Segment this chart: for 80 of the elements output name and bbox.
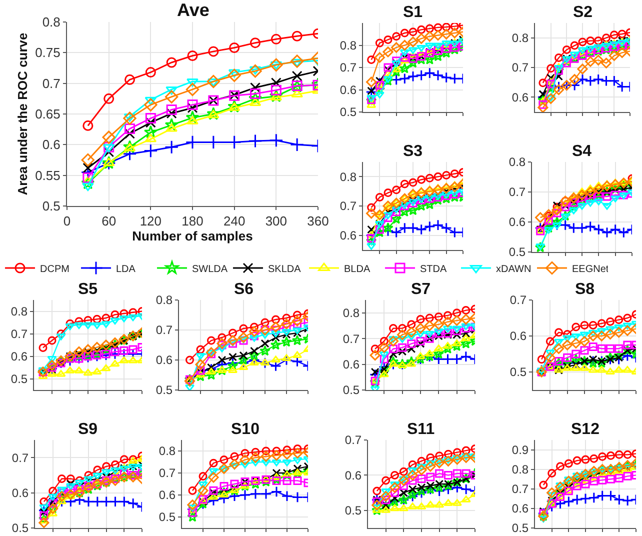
y-tick-label: 0.7 xyxy=(10,326,28,341)
y-tick-label: 0.7 xyxy=(158,466,176,480)
chart-title: S12 xyxy=(571,421,600,438)
y-tick-label: 0.8 xyxy=(512,31,529,46)
y-tick-label: 0.7 xyxy=(340,199,357,214)
legend-label: DCPM xyxy=(40,264,70,275)
y-tick-label: 0.55 xyxy=(35,168,60,183)
x-tick-label: 300 xyxy=(265,214,288,229)
y-tick-label: 0.6 xyxy=(12,486,29,500)
y-tick-label: 0.8 xyxy=(342,306,360,320)
y-tick-label: 0.8 xyxy=(10,304,28,318)
y-tick-label: 0.6 xyxy=(340,82,357,97)
y-tick-label: 0.5 xyxy=(156,383,173,398)
y-tick-label: 0.9 xyxy=(512,442,529,457)
chart-title: S11 xyxy=(407,421,435,438)
legend-label: BLDA xyxy=(344,264,370,275)
y-tick-label: 0.5 xyxy=(510,365,527,380)
chart-title: S7 xyxy=(411,281,431,298)
y-tick-label: 0.6 xyxy=(340,228,357,243)
chart-title: S5 xyxy=(78,281,98,298)
legend-label: SKLDA xyxy=(268,264,302,275)
y-tick-label: 0.8 xyxy=(42,14,60,30)
y-tick-label: 0.6 xyxy=(42,137,60,152)
y-tick-label: 0.7 xyxy=(156,323,173,338)
y-tick-label: 0.6 xyxy=(10,349,28,364)
x-axis-title: Number of samples xyxy=(132,228,253,244)
x-tick-label: 0 xyxy=(63,214,71,229)
x-tick-label: 180 xyxy=(182,214,204,229)
y-tick-label: 0.7 xyxy=(342,332,360,346)
y-tick-label: 0.5 xyxy=(158,510,176,524)
y-tick-label: 0.5 xyxy=(508,245,526,260)
y-tick-label: 0.5 xyxy=(42,198,60,214)
y-tick-label: 0.6 xyxy=(344,468,362,482)
y-tick-label: 0.5 xyxy=(12,521,29,536)
x-tick-label: 60 xyxy=(102,214,116,229)
y-tick-label: 0.6 xyxy=(512,90,529,104)
y-tick-label: 0.6 xyxy=(158,488,176,502)
y-tick-label: 0.8 xyxy=(340,170,357,184)
y-tick-label: 0.8 xyxy=(512,462,529,477)
chart-title: S8 xyxy=(575,281,595,298)
y-tick-label: 0.75 xyxy=(35,45,60,60)
y-tick-label: 0.5 xyxy=(342,383,360,398)
y-tick-label: 0.6 xyxy=(156,353,173,368)
legend-label: LDA xyxy=(116,264,136,275)
y-tick-label: 0.8 xyxy=(340,38,357,52)
y-tick-label: 0.7 xyxy=(512,482,529,496)
chart-title: S4 xyxy=(572,143,592,160)
legend-label: STDA xyxy=(420,264,447,275)
y-tick-label: 0.6 xyxy=(512,502,529,516)
chart-title: S10 xyxy=(231,421,260,438)
y-tick-label: 0.7 xyxy=(12,450,29,465)
legend-label: SWLDA xyxy=(192,264,228,275)
y-tick-label: 0.7 xyxy=(344,433,362,448)
y-tick-label: 0.8 xyxy=(156,293,173,308)
y-tick-label: 0.5 xyxy=(10,372,28,386)
y-tick-label: 0.7 xyxy=(340,60,357,75)
y-tick-label: 0.6 xyxy=(342,357,360,372)
chart-title: S1 xyxy=(403,4,423,21)
y-tick-label: 0.7 xyxy=(42,76,60,91)
y-axis-title: Area under the ROC curve xyxy=(15,32,30,196)
y-tick-label: 0.7 xyxy=(510,293,527,308)
chart-title: S9 xyxy=(78,421,98,438)
y-tick-label: 0.6 xyxy=(510,329,527,344)
chart-title: S3 xyxy=(403,143,423,160)
y-tick-label: 0.7 xyxy=(508,185,526,200)
x-tick-label: 240 xyxy=(223,214,246,229)
chart-title: Ave xyxy=(177,0,210,20)
y-tick-label: 0.5 xyxy=(340,105,357,120)
y-tick-label: 0.6 xyxy=(508,215,526,230)
y-tick-label: 0.8 xyxy=(508,155,526,170)
legend-label: xDAWN xyxy=(496,264,532,275)
y-tick-label: 0.7 xyxy=(512,60,529,75)
chart-title: S2 xyxy=(573,4,593,21)
y-tick-label: 0.5 xyxy=(512,521,529,536)
x-tick-label: 120 xyxy=(140,214,162,229)
y-tick-label: 0.65 xyxy=(35,106,60,122)
x-tick-label: 360 xyxy=(307,214,329,229)
y-tick-label: 0.8 xyxy=(158,444,176,458)
chart-title: S6 xyxy=(234,281,254,298)
y-tick-label: 0.5 xyxy=(344,504,362,518)
